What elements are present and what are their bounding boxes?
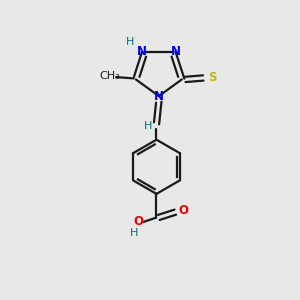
Text: O: O — [134, 215, 144, 228]
Text: H: H — [126, 37, 134, 47]
Text: H: H — [143, 121, 152, 130]
Text: S: S — [208, 71, 216, 85]
Text: CH₃: CH₃ — [99, 71, 120, 82]
Text: N: N — [154, 90, 164, 103]
Text: N: N — [170, 45, 180, 58]
Text: N: N — [137, 45, 147, 58]
Text: O: O — [178, 205, 188, 218]
Text: H: H — [130, 228, 138, 238]
